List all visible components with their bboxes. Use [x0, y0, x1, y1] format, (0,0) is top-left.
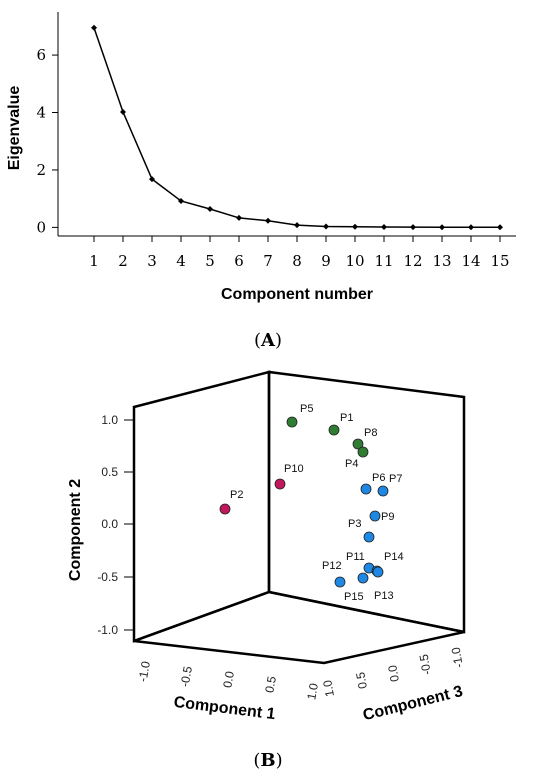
x-tick-label: 13: [432, 252, 451, 270]
eigenvalue-point: [323, 223, 329, 230]
point-label-p13: P13: [374, 590, 394, 602]
scatter-point-p15: [357, 572, 369, 584]
point-label-p2: P2: [230, 489, 243, 501]
back-right-wall: [267, 370, 466, 634]
point-label-p12: P12: [322, 560, 342, 572]
y-tick-label: 4: [36, 104, 46, 122]
scatter-point-p8: [352, 438, 364, 450]
panel-label-a: (A): [254, 330, 282, 351]
point-label-p14: P14: [384, 551, 404, 563]
scatter-point-p13: [372, 566, 384, 578]
scatter-points: P5 P1 P8 P4 P10 P2 P6 P7 P9 P3 P11 P14 P12 P15 P13: [219, 403, 404, 603]
scatter-point-p1: [328, 424, 340, 436]
x-tick-label: -0.5: [178, 665, 195, 688]
eigenvalue-point: [439, 224, 445, 231]
scatter-point-p2: [219, 503, 231, 515]
x-tick-label: 1.0: [304, 682, 321, 701]
x-tick-label: 2: [118, 252, 128, 270]
point-label-p9: P9: [381, 511, 394, 523]
eigenvalue-point: [497, 224, 503, 231]
pca-3d-scatter: 1.0 0.5 0.0 -0.5 -1.0 -1.0 -0.5 0.0 0.5 …: [67, 370, 466, 771]
y-tick-label: 0.0: [101, 517, 118, 531]
point-label-p8: P8: [364, 427, 377, 439]
x-tick-label: 7: [263, 252, 273, 270]
floor-plane: [133, 590, 465, 665]
z-tick-label: 1.0: [320, 679, 337, 698]
x-tick-label: 5: [205, 252, 215, 270]
scatter-point-p9: [369, 510, 381, 522]
eigenvalue-point: [265, 217, 271, 224]
y-tick-label: 2: [36, 161, 46, 179]
y-tick-label: 0.5: [101, 465, 118, 479]
eigenvalue-point: [410, 224, 416, 231]
x-tick-label: 0.5: [262, 675, 279, 694]
x-tick-label: 11: [374, 252, 393, 270]
point-label-p6: P6: [372, 472, 385, 484]
x-tick-label: 9: [321, 252, 331, 270]
component3-ticks: 1.0 0.5 0.0 -0.5 -1.0: [320, 646, 466, 698]
point-label-p5: P5: [300, 403, 313, 415]
eigenvalue-point: [294, 222, 300, 229]
component1-axis-title: Component 1: [173, 694, 277, 723]
x-axis-title: Component number: [221, 286, 373, 303]
eigenvalue-point: [149, 176, 155, 183]
scatter-point-p12: [334, 576, 346, 588]
x-axis-ticks: 1 2 3 4 5 6 7 8 9 10 11 12 13 14 15: [89, 236, 510, 270]
y-tick-label: 0: [36, 218, 46, 236]
z-tick-label: 0.5: [353, 671, 370, 690]
point-label-p4: P4: [345, 458, 358, 470]
x-tick-label: 3: [147, 252, 157, 270]
component3-axis-title: Component 3: [361, 683, 464, 724]
eigenvalue-point: [120, 108, 126, 115]
x-tick-label: 12: [403, 252, 422, 270]
scatter-point-p5: [286, 416, 298, 428]
z-tick-label: -0.5: [417, 653, 434, 676]
x-tick-label: 14: [461, 252, 480, 270]
panel-label-b: (B): [253, 750, 282, 771]
eigenvalue-point: [236, 214, 242, 221]
scatter-point-p7: [377, 485, 389, 497]
y-axis-ticks: 0 2 4 6: [36, 46, 58, 236]
y-tick-label: 6: [36, 46, 46, 64]
component1-ticks: -1.0 -0.5 0.0 0.5 1.0: [136, 660, 321, 701]
x-tick-label: 4: [176, 252, 186, 270]
eigenvalue-point: [352, 223, 358, 230]
point-label-p15: P15: [344, 591, 364, 603]
y-axis-title: Eigenvalue: [6, 86, 23, 171]
x-tick-label: 15: [490, 252, 509, 270]
point-label-p11: P11: [346, 551, 365, 563]
y-tick-label: 1.0: [101, 413, 118, 427]
eigenvalue-point: [207, 206, 213, 213]
z-tick-label: -1.0: [449, 646, 466, 669]
x-tick-label: 6: [234, 252, 244, 270]
scatter-point-p4: [357, 446, 369, 458]
component2-ticks: 1.0 0.5 0.0 -0.5 -1.0: [97, 413, 134, 637]
eigenvalue-point: [91, 24, 97, 31]
x-tick-label: 0.0: [220, 670, 237, 689]
x-tick-label: 8: [292, 252, 302, 270]
scatter-point-p3: [363, 531, 375, 543]
z-tick-label: 0.0: [385, 664, 402, 683]
scatter-point-p10: [274, 478, 286, 490]
component2-axis-title: Component 2: [67, 479, 84, 581]
x-tick-label: -1.0: [136, 660, 153, 683]
point-label-p10: P10: [284, 463, 304, 475]
x-tick-label: 1: [89, 252, 99, 270]
scatter-point-p6: [360, 483, 372, 495]
x-tick-label: 10: [345, 252, 364, 270]
y-tick-label: -1.0: [97, 623, 118, 637]
point-label-p1: P1: [340, 412, 353, 424]
eigenvalue-point: [178, 197, 184, 204]
y-tick-label: -0.5: [97, 570, 118, 584]
eigenvalue-point: [381, 223, 387, 230]
eigenvalue-series-points: [91, 24, 503, 231]
eigenvalue-point: [468, 224, 474, 231]
point-label-p7: P7: [389, 473, 402, 485]
point-label-p3: P3: [348, 518, 361, 530]
eigenvalue-series-line: [93, 27, 501, 229]
